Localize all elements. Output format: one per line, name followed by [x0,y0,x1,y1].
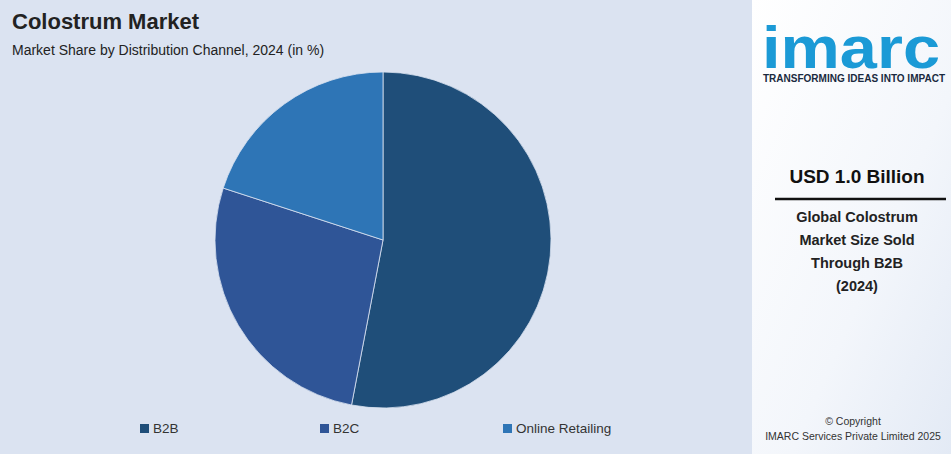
legend-label: Online Retailing [516,421,611,436]
plot-background [0,0,752,454]
headline-description: Through B2B [811,255,903,271]
title: Colostrum Market [12,9,200,34]
copyright: © Copyright [825,415,881,427]
legend-label: B2C [333,421,360,436]
copyright-owner: IMARC Services Private Limited 2025 [765,430,941,442]
subtitle: Market Share by Distribution Channel, 20… [12,42,324,58]
divider [775,198,946,201]
legend-swatch [140,424,149,433]
headline-description: (2024) [836,278,878,294]
pie-slice [223,72,383,240]
headline-value: USD 1.0 Billion [789,166,924,187]
legend-label: B2B [153,421,179,436]
headline-description: Market Size Sold [799,232,914,248]
tagline: TRANSFORMING IDEAS INTO IMPACT [763,73,945,84]
headline-description: Global Colostrum [796,209,918,225]
legend-swatch [503,424,512,433]
legend-swatch [320,424,329,433]
page: {"chart_data": {"type": "pie", "title": … [0,0,951,454]
chart: Colostrum Market Market Share by Distribu… [0,0,951,454]
side-panel [752,0,951,454]
logo: imarc [762,14,940,81]
pie [215,72,551,408]
